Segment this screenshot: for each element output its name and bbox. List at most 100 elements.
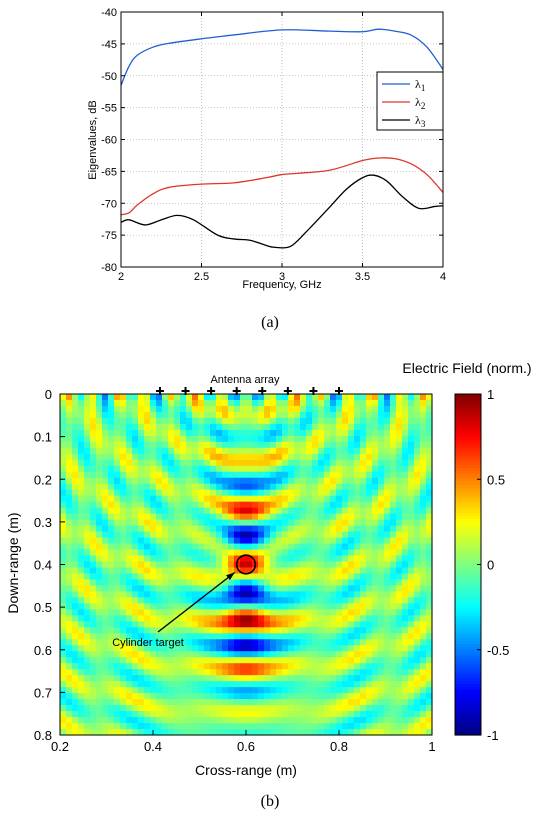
heatmap-cell bbox=[264, 687, 271, 694]
heatmap-cell bbox=[420, 591, 427, 598]
heatmap-cell bbox=[108, 573, 115, 581]
heatmap-cell bbox=[390, 507, 397, 515]
heatmap-cell bbox=[426, 495, 433, 503]
heatmap-cell bbox=[240, 429, 247, 437]
heatmap-cell bbox=[300, 609, 307, 616]
heatmap-cell bbox=[300, 705, 307, 712]
heatmap-cell bbox=[72, 645, 79, 652]
heatmap-cell bbox=[210, 501, 217, 509]
heatmap-cell bbox=[240, 543, 247, 551]
heatmap-cell bbox=[408, 633, 415, 640]
heatmap-cell bbox=[234, 657, 241, 664]
heatmap-cell bbox=[84, 537, 91, 545]
heatmap-cell bbox=[270, 441, 277, 449]
heatmap-cell bbox=[372, 573, 379, 581]
heatmap-cell bbox=[144, 441, 151, 449]
heatmap-cell bbox=[108, 663, 115, 670]
heatmap-cell bbox=[150, 621, 157, 628]
heatmap-cell bbox=[120, 459, 127, 467]
heatmap-cell bbox=[390, 579, 397, 587]
heatmap-cell bbox=[258, 435, 265, 443]
heatmap-cell bbox=[198, 394, 205, 401]
heatmap-cell bbox=[402, 573, 409, 581]
heatmap-cell bbox=[390, 693, 397, 700]
heatmap-cell bbox=[174, 519, 181, 527]
heatmap-cell bbox=[126, 435, 133, 443]
heatmap-cell bbox=[330, 693, 337, 700]
heatmap-cell bbox=[312, 555, 319, 563]
heatmap-cell bbox=[210, 699, 217, 706]
heatmap-cell bbox=[78, 579, 85, 587]
heatmap-cell bbox=[66, 579, 73, 587]
heatmap-cell bbox=[234, 507, 241, 515]
heatmap-cell bbox=[318, 489, 325, 497]
heatmap-cell bbox=[360, 717, 367, 724]
heatmap-cell bbox=[96, 495, 103, 503]
panel-a-line-chart: 2 2.5 3 3.5 4-40-45-50-55-60-65-70-75-80 Fre… bbox=[87, 7, 446, 331]
heatmap-cell bbox=[186, 417, 193, 425]
heatmap-cell bbox=[402, 459, 409, 467]
heatmap-cell bbox=[192, 459, 199, 467]
heatmap-cell bbox=[168, 441, 175, 449]
heatmap-cell bbox=[360, 405, 367, 413]
heatmap-cell bbox=[84, 465, 91, 473]
heatmap-cell bbox=[120, 399, 127, 407]
heatmap-cell bbox=[282, 423, 289, 431]
heatmap-cell bbox=[84, 399, 91, 407]
heatmap-cell bbox=[384, 657, 391, 664]
heatmap-cell bbox=[144, 579, 151, 587]
heatmap-cell bbox=[108, 675, 115, 682]
heatmap-cell bbox=[342, 525, 349, 533]
heatmap-cell bbox=[252, 495, 259, 503]
heatmap-cell bbox=[90, 645, 97, 652]
heatmap-cell bbox=[360, 555, 367, 563]
heatmap-cell bbox=[216, 573, 223, 581]
heatmap-cell bbox=[168, 573, 175, 581]
heatmap-cell bbox=[264, 711, 271, 718]
heatmap-cell bbox=[222, 657, 229, 664]
heatmap-cell bbox=[168, 681, 175, 688]
heatmap-cell bbox=[300, 465, 307, 473]
heatmap-cell bbox=[204, 609, 211, 616]
heatmap-cell bbox=[90, 411, 97, 419]
heatmap-cell bbox=[240, 675, 247, 682]
heatmap-cell bbox=[246, 405, 253, 413]
heatmap-cell bbox=[216, 705, 223, 712]
heatmap-cell bbox=[264, 495, 271, 503]
heatmap-cell bbox=[312, 531, 319, 539]
heatmap-cell bbox=[60, 663, 67, 670]
heatmap-cell bbox=[126, 687, 133, 694]
heatmap-cell bbox=[336, 447, 343, 455]
heatmap-cell bbox=[246, 465, 253, 473]
heatmap-cell bbox=[102, 525, 109, 533]
colorbar-segment bbox=[455, 612, 481, 617]
heatmap-cell bbox=[324, 675, 331, 682]
heatmap-cell bbox=[372, 621, 379, 628]
heatmap-cell bbox=[282, 531, 289, 539]
heatmap-cell bbox=[378, 705, 385, 712]
heatmap-cell bbox=[156, 621, 163, 628]
heatmap-cell bbox=[312, 507, 319, 515]
heatmap-cell bbox=[318, 549, 325, 557]
heatmap-cell bbox=[336, 555, 343, 563]
heatmap-cell bbox=[420, 537, 427, 545]
heatmap-cell bbox=[108, 555, 115, 563]
heatmap-cell bbox=[318, 729, 325, 736]
heatmap-cell bbox=[216, 441, 223, 449]
heatmap-cell bbox=[414, 459, 421, 467]
heatmap-cell bbox=[126, 477, 133, 485]
heatmap-cell bbox=[246, 621, 253, 628]
heatmap-cell bbox=[72, 621, 79, 628]
heatmap-cell bbox=[384, 717, 391, 724]
heatmap-cell bbox=[168, 729, 175, 736]
heatmap-cell bbox=[366, 645, 373, 652]
heatmap-cell bbox=[414, 501, 421, 509]
heatmap-cell bbox=[294, 495, 301, 503]
heatmap-cell bbox=[78, 621, 85, 628]
heatmap-cell bbox=[162, 519, 169, 527]
heatmap-cell bbox=[90, 543, 97, 551]
heatmap-cell bbox=[210, 543, 217, 551]
heatmap-cell bbox=[90, 561, 97, 569]
heatmap-cell bbox=[372, 417, 379, 425]
heatmap-cell bbox=[84, 447, 91, 455]
